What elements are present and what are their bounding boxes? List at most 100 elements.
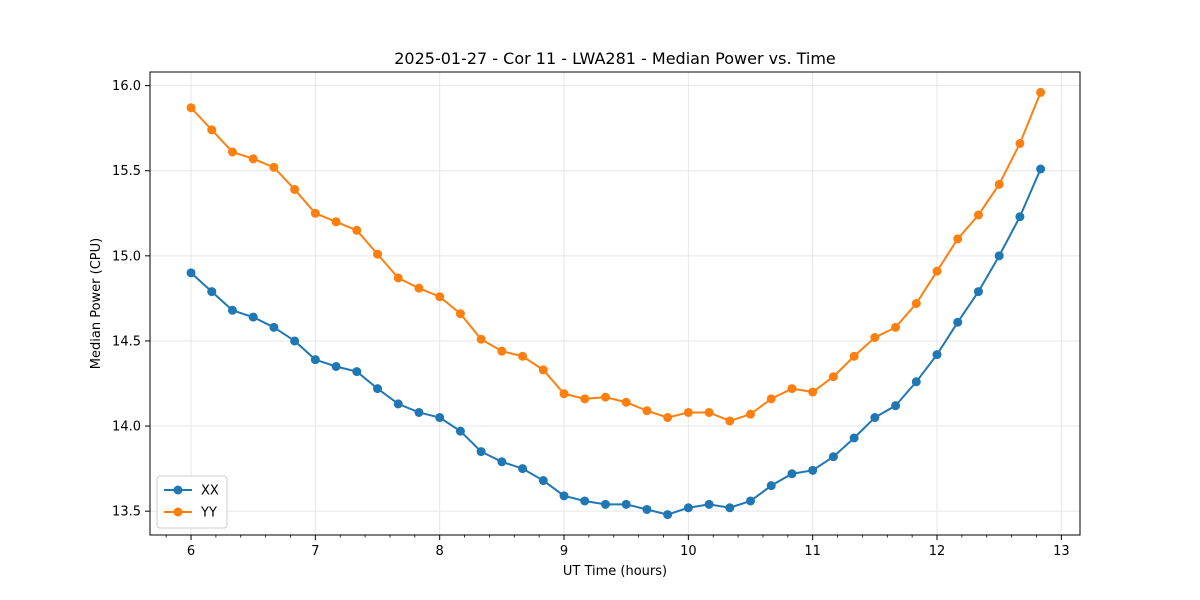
data-point-yy <box>207 125 217 135</box>
data-point-yy <box>352 225 362 235</box>
y-tick-label: 14.5 <box>112 334 141 349</box>
data-point-yy <box>559 389 569 399</box>
data-point-xx <box>310 355 320 365</box>
data-point-yy <box>808 387 818 397</box>
data-point-xx <box>580 496 590 506</box>
data-point-yy <box>621 397 631 407</box>
data-point-yy <box>476 334 486 344</box>
data-point-xx <box>290 336 300 346</box>
data-point-yy <box>994 179 1004 189</box>
y-tick-label: 14.0 <box>112 420 141 435</box>
data-point-yy <box>766 394 776 404</box>
data-point-yy <box>373 249 383 259</box>
plot-frame <box>149 71 1081 536</box>
data-point-xx <box>663 510 673 520</box>
data-point-xx <box>787 469 797 479</box>
data-point-yy <box>683 407 693 417</box>
data-point-xx <box>704 499 714 509</box>
data-point-xx <box>621 499 631 509</box>
data-point-yy <box>828 372 838 382</box>
data-point-yy <box>746 409 756 419</box>
chart-title: 2025-01-27 - Cor 11 - LWA281 - Median Po… <box>394 49 836 68</box>
data-point-yy <box>331 217 341 227</box>
legend: XX YY <box>156 475 228 529</box>
data-point-yy <box>580 394 590 404</box>
y-tick-label: 15.0 <box>112 249 141 264</box>
x-tick-label: 10 <box>680 544 697 559</box>
data-point-yy <box>248 154 258 164</box>
x-tick-label: 7 <box>311 544 319 559</box>
x-tick-label: 13 <box>1053 544 1070 559</box>
data-point-xx <box>352 367 362 377</box>
data-point-yy <box>227 147 237 157</box>
data-point-yy <box>269 162 279 172</box>
legend-label: XX <box>201 484 219 499</box>
data-point-yy <box>186 103 196 113</box>
data-point-xx <box>559 491 569 501</box>
data-point-yy <box>497 346 507 356</box>
y-axis-label: Median Power (CPU) <box>89 238 104 369</box>
data-point-xx <box>932 350 942 360</box>
y-tick-label: 16.0 <box>112 79 141 94</box>
data-point-yy <box>787 384 797 394</box>
data-point-yy <box>1015 138 1025 148</box>
data-point-xx <box>227 305 237 315</box>
data-point-yy <box>870 333 880 343</box>
x-tick-label: 6 <box>187 544 195 559</box>
data-point-xx <box>331 361 341 371</box>
data-point-yy <box>600 392 610 402</box>
data-point-xx <box>870 413 880 423</box>
data-point-xx <box>538 476 548 486</box>
data-point-xx <box>248 312 258 322</box>
legend-marker <box>173 485 183 495</box>
legend-label: YY <box>200 506 217 521</box>
series-yy <box>186 87 1046 426</box>
data-point-yy <box>435 292 445 302</box>
series-xx <box>186 164 1046 520</box>
data-point-xx <box>891 401 901 411</box>
data-point-xx <box>393 399 403 409</box>
data-point-xx <box>186 268 196 278</box>
x-tick-label: 9 <box>560 544 568 559</box>
data-point-xx <box>518 464 528 474</box>
y-tick-label: 13.5 <box>112 505 141 520</box>
y-tick-label: 15.5 <box>112 164 141 179</box>
data-point-xx <box>1036 164 1046 174</box>
data-point-xx <box>207 287 217 297</box>
series-layer <box>186 87 1046 520</box>
data-point-xx <box>455 426 465 436</box>
data-point-xx <box>911 377 921 387</box>
data-point-yy <box>455 309 465 319</box>
data-point-xx <box>725 503 735 513</box>
data-point-xx <box>476 447 486 457</box>
data-point-xx <box>849 433 859 443</box>
grid <box>150 72 1080 535</box>
data-point-yy <box>911 299 921 308</box>
data-point-yy <box>725 416 735 426</box>
legend-entry-yy: YY <box>164 506 217 521</box>
data-point-yy <box>518 351 528 361</box>
data-point-xx <box>766 481 776 491</box>
data-point-yy <box>393 273 403 283</box>
data-point-xx <box>1015 212 1025 222</box>
data-point-yy <box>1036 87 1046 97</box>
data-point-yy <box>310 208 320 218</box>
legend-entry-xx: XX <box>164 484 219 499</box>
data-point-xx <box>600 499 610 509</box>
data-point-xx <box>414 407 424 417</box>
data-point-xx <box>435 413 445 423</box>
data-point-yy <box>849 351 859 361</box>
ticks: 6 7 8 9 10 11 12 13 13.5 14.0 14.5 15.0 15.5 16.0 <box>112 79 1070 559</box>
data-point-yy <box>538 365 548 375</box>
x-axis-label: UT Time (hours) <box>563 564 667 579</box>
data-point-xx <box>746 496 756 506</box>
data-point-yy <box>973 210 983 220</box>
data-point-xx <box>973 287 983 297</box>
data-point-xx <box>808 465 818 475</box>
data-point-xx <box>269 322 279 332</box>
legend-marker <box>173 507 183 517</box>
x-tick-label: 12 <box>929 544 946 559</box>
data-point-yy <box>642 406 652 416</box>
data-point-xx <box>497 457 507 467</box>
